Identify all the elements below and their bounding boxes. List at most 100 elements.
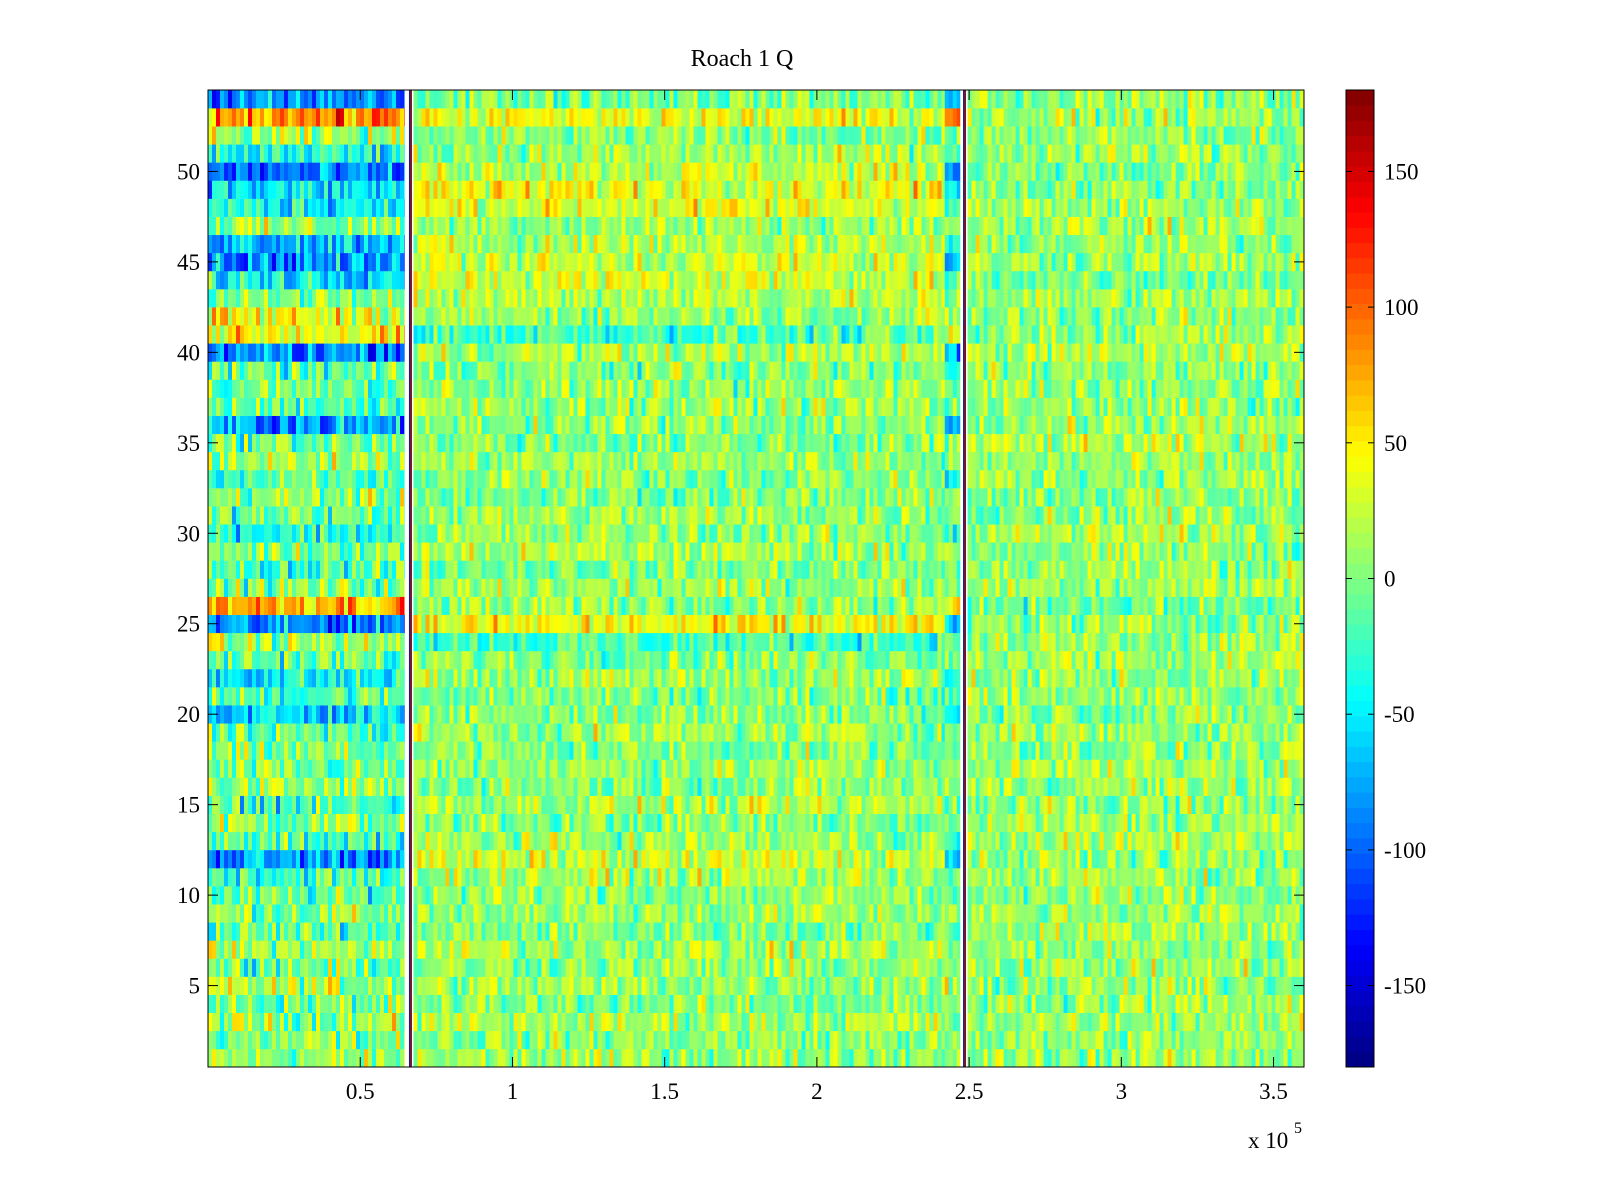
heatmap-cell (248, 741, 253, 760)
heatmap-cell (316, 596, 321, 615)
heatmap-cell (360, 632, 365, 652)
heatmap-cell (677, 813, 682, 833)
heatmap-cell (797, 813, 802, 833)
heatmap-cell (493, 777, 498, 796)
heatmap-cell (517, 1012, 522, 1032)
heatmap-cell (433, 813, 438, 833)
heatmap-cell (320, 795, 325, 814)
heatmap-cell (272, 343, 277, 362)
heatmap-cell (873, 940, 878, 959)
heatmap-cell (304, 542, 309, 561)
heatmap-cell (328, 777, 333, 796)
heatmap-cell (372, 451, 377, 471)
heatmap-cell (312, 126, 317, 145)
heatmap-cell (372, 198, 377, 217)
heatmap-cell (216, 252, 221, 272)
heatmap-cell (777, 904, 782, 923)
heatmap-cell (248, 542, 253, 561)
heatmap-cell (224, 144, 229, 163)
heatmap-cell (268, 886, 273, 905)
heatmap-cell (328, 578, 333, 597)
heatmap-cell (737, 813, 742, 833)
heatmap-cell (877, 1012, 882, 1032)
heatmap-cell (300, 831, 305, 851)
heatmap-cell (232, 1012, 237, 1032)
heatmap-cell (737, 1012, 742, 1032)
heatmap-cell (637, 831, 642, 851)
heatmap-cell (396, 379, 401, 398)
heatmap-cell (833, 904, 838, 923)
heatmap-cell (320, 958, 325, 977)
heatmap-cell (665, 958, 670, 977)
heatmap-cell (324, 289, 329, 308)
heatmap-cell (713, 831, 718, 851)
heatmap-cell (248, 922, 253, 941)
heatmap-cell (589, 1012, 594, 1032)
heatmap-cell (260, 469, 265, 489)
heatmap-cell (312, 668, 317, 688)
heatmap-cell (316, 650, 321, 670)
heatmap-cell (529, 904, 534, 923)
heatmap-cell (264, 994, 269, 1014)
heatmap-cell (280, 795, 285, 814)
heatmap-cell (677, 849, 682, 869)
heatmap-cell (400, 488, 405, 507)
heatmap-cell (372, 596, 377, 615)
heatmap-cell (264, 741, 269, 760)
heatmap-cell (300, 940, 305, 959)
heatmap-cell (877, 922, 882, 941)
heatmap-cell (288, 433, 293, 453)
heatmap-cell (709, 777, 714, 796)
heatmap-cell (276, 379, 281, 398)
heatmap-cell (545, 867, 550, 887)
heatmap-cell (272, 144, 277, 163)
heatmap-cell (641, 759, 646, 778)
heatmap-cell (212, 831, 217, 851)
heatmap-cell (629, 795, 634, 814)
heatmap-cell (741, 813, 746, 833)
heatmap-cell (256, 361, 261, 380)
heatmap-cell (224, 958, 229, 977)
heatmap-cell (497, 886, 502, 905)
heatmap-cell (300, 904, 305, 923)
heatmap-cell (340, 524, 345, 543)
heatmap-cell (413, 777, 418, 796)
heatmap-cell (320, 307, 325, 326)
heatmap-cell (368, 198, 373, 217)
heatmap-cell (505, 741, 510, 760)
heatmap-cell (921, 777, 926, 796)
heatmap-cell (220, 777, 225, 796)
heatmap-cell (889, 759, 894, 778)
heatmap-cell (340, 216, 345, 236)
heatmap-cell (384, 506, 389, 525)
heatmap-cell (336, 542, 341, 561)
heatmap-cell (737, 1030, 742, 1050)
heatmap-cell (220, 578, 225, 597)
heatmap-cell (441, 904, 446, 923)
heatmap-cell (881, 976, 886, 995)
heatmap-cell (941, 922, 946, 941)
heatmap-cell (809, 831, 814, 851)
heatmap-cell (384, 578, 389, 597)
heatmap-cell (332, 361, 337, 380)
heatmap-cell (360, 488, 365, 507)
heatmap-cell (557, 759, 562, 778)
heatmap-cell (889, 795, 894, 814)
heatmap-cell (497, 849, 502, 869)
heatmap-cell (352, 198, 357, 217)
heatmap-cell (653, 1030, 658, 1050)
heatmap-cell (396, 632, 401, 652)
heatmap-cell (324, 1030, 329, 1050)
heatmap-cell (677, 759, 682, 778)
heatmap-cell (308, 759, 313, 778)
heatmap-cell (328, 705, 333, 724)
heatmap-cell (392, 886, 397, 905)
heatmap-cell (685, 849, 690, 869)
heatmap-cell (220, 307, 225, 326)
heatmap-cell (725, 922, 730, 941)
heatmap-cell (336, 216, 341, 236)
heatmap-cell (461, 813, 466, 833)
heatmap-cell (312, 849, 317, 869)
heatmap-cell (368, 216, 373, 236)
heatmap-cell (681, 759, 686, 778)
